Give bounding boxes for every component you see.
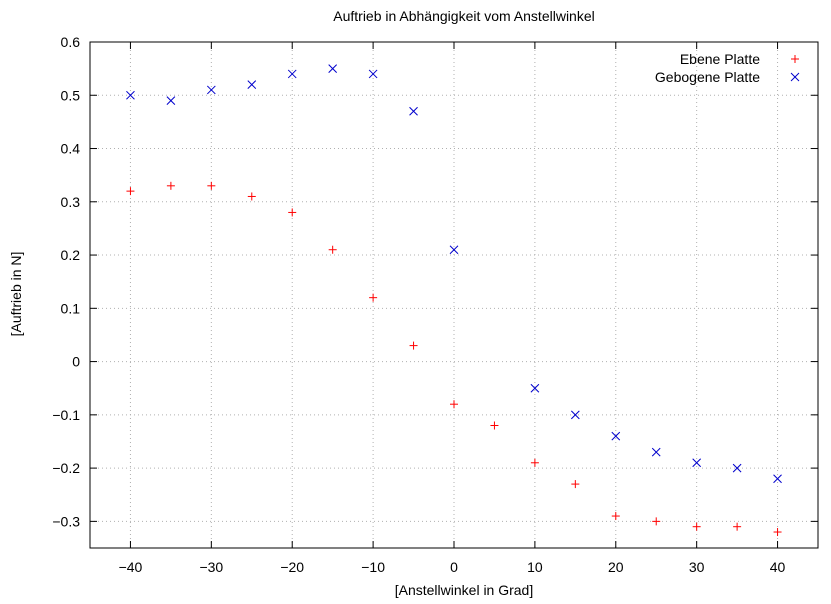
point-ebene-platte	[369, 293, 378, 302]
point-gebogene-platte	[732, 463, 742, 473]
point-ebene-platte	[733, 522, 742, 531]
chart-title: Auftrieb in Abhängigkeit vom Anstellwink…	[333, 8, 594, 24]
point-ebene-platte	[409, 341, 418, 350]
point-gebogene-platte	[409, 106, 418, 116]
point-ebene-platte	[207, 181, 216, 190]
point-ebene-platte	[490, 421, 499, 430]
point-ebene-platte	[166, 181, 175, 190]
point-gebogene-platte	[570, 410, 580, 420]
point-gebogene-platte	[449, 245, 459, 255]
x-axis-label: [Anstellwinkel in Grad]	[395, 582, 534, 598]
x-tick-label: −20	[280, 559, 304, 575]
point-gebogene-platte	[651, 447, 661, 457]
point-ebene-platte	[692, 522, 701, 531]
x-tick-label: 30	[689, 559, 705, 575]
data-points	[126, 64, 782, 537]
point-ebene-platte	[450, 400, 458, 409]
point-gebogene-platte	[530, 383, 540, 393]
y-tick-label: 0.4	[61, 141, 81, 157]
point-gebogene-platte	[611, 431, 621, 441]
x-tick-label: 40	[770, 559, 786, 575]
y-tick-label: 0.1	[61, 300, 81, 316]
point-gebogene-platte	[692, 458, 702, 468]
point-ebene-platte	[247, 192, 256, 201]
point-ebene-platte	[288, 208, 297, 217]
point-gebogene-platte	[247, 80, 257, 89]
point-gebogene-platte	[166, 96, 176, 105]
x-tick-label: −30	[199, 559, 223, 575]
point-gebogene-platte	[368, 69, 378, 79]
x-tick-label: 10	[527, 559, 543, 575]
y-tick-label: 0	[72, 354, 80, 370]
y-tick-label: −0.1	[52, 407, 80, 423]
grid	[90, 41, 818, 548]
point-ebene-platte	[530, 458, 539, 467]
legend-marker	[790, 72, 800, 82]
y-tick-label: −0.2	[52, 460, 80, 476]
point-ebene-platte	[773, 528, 782, 537]
legend-label: Ebene Platte	[680, 51, 760, 67]
y-tick-label: 0.3	[61, 194, 81, 210]
legend-label: Gebogene Platte	[655, 69, 760, 85]
plot-frame	[89, 41, 819, 549]
y-tick-label: −0.3	[52, 513, 80, 529]
y-tick-label: 0.6	[61, 34, 81, 50]
x-tick-label: 0	[450, 559, 458, 575]
point-gebogene-platte	[328, 64, 338, 73]
point-gebogene-platte	[773, 474, 782, 484]
legend-marker	[791, 55, 799, 63]
x-tick-label: 20	[608, 559, 624, 575]
x-tick-label: −10	[361, 559, 385, 575]
point-ebene-platte	[126, 187, 135, 196]
point-ebene-platte	[571, 480, 580, 489]
point-gebogene-platte	[126, 90, 135, 100]
axis-ticks: −40 −30 −20 −10 0 10 20 30 40 −0.3 −0.2 −0.1 0 0.1 0.2…	[52, 34, 818, 575]
y-tick-label: 0.5	[61, 87, 81, 103]
y-tick-label: 0.2	[61, 247, 81, 263]
point-gebogene-platte	[206, 85, 216, 95]
point-ebene-platte	[611, 512, 620, 521]
x-tick-label: −40	[119, 559, 143, 575]
point-ebene-platte	[652, 517, 661, 526]
legend: Ebene Platte Gebogene Platte	[655, 51, 800, 85]
point-ebene-platte	[328, 245, 337, 254]
y-axis-label: [Auftrieb in N]	[8, 252, 24, 337]
point-gebogene-platte	[287, 69, 297, 79]
